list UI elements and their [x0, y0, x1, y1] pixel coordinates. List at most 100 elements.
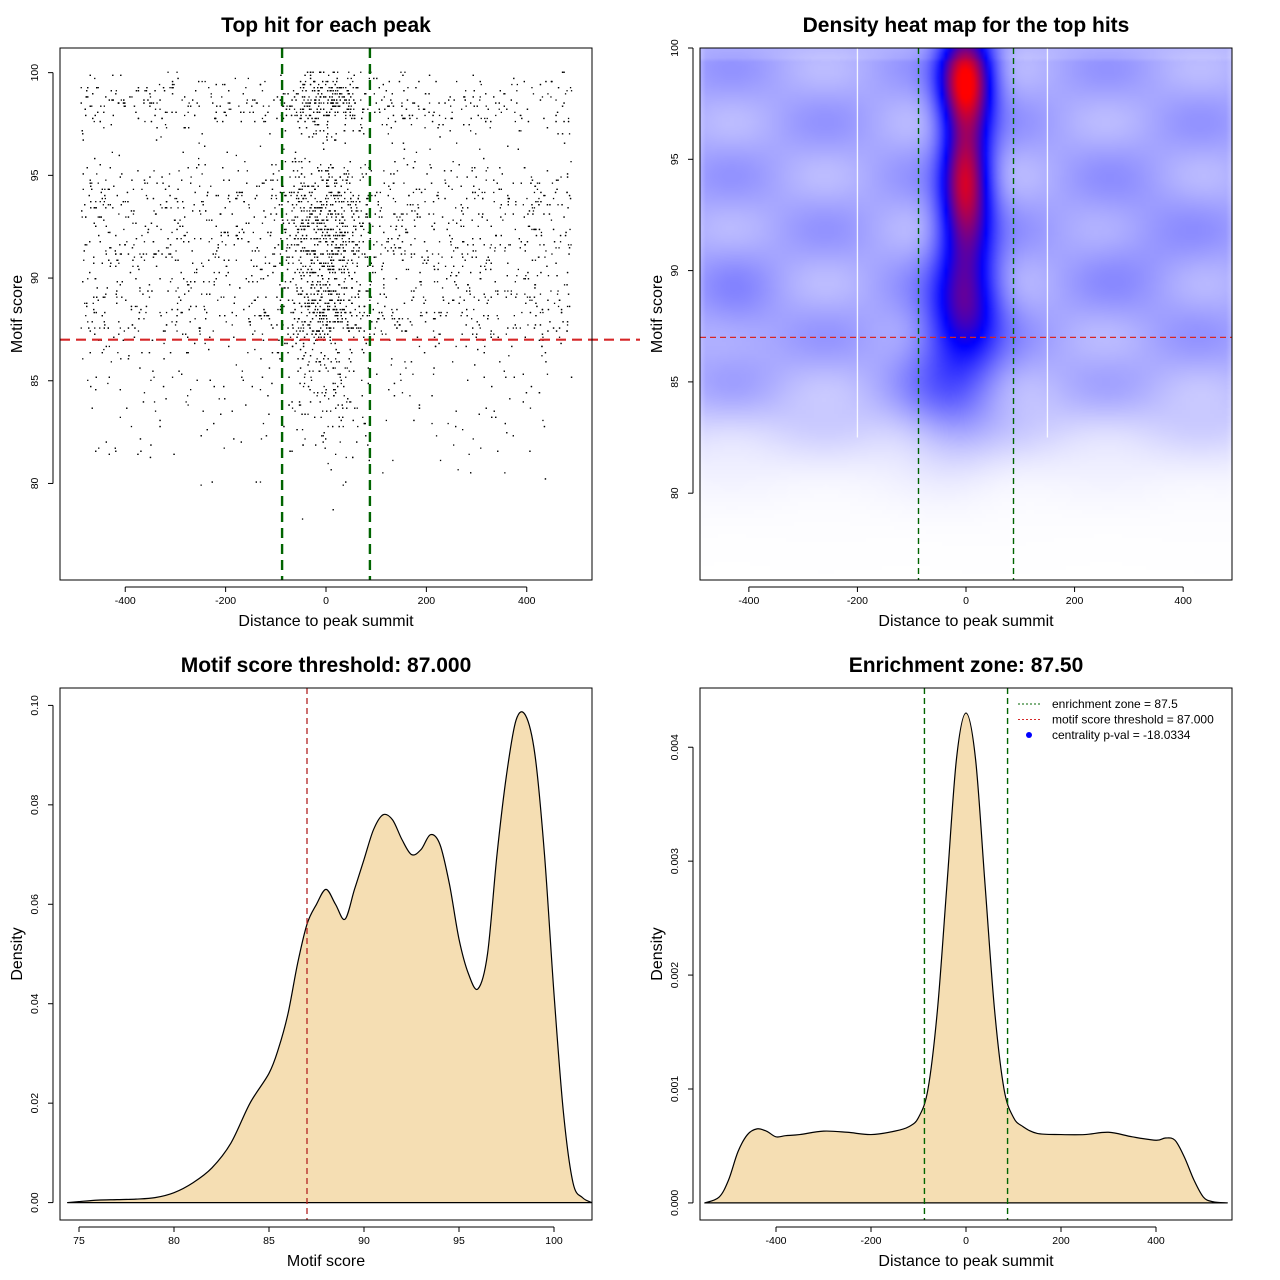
scatter-point [323, 315, 325, 317]
scatter-point [227, 234, 229, 237]
scatter-point [400, 213, 403, 215]
scatter-point [557, 204, 559, 206]
scatter-point [417, 204, 419, 206]
scatter-point [433, 311, 436, 314]
scatter-point [452, 299, 454, 301]
scatter-point [500, 216, 502, 218]
scatter-point [358, 327, 360, 329]
scatter-point [311, 250, 314, 252]
scatter-point [341, 222, 343, 224]
scatter-point [514, 281, 516, 283]
scatter-point [318, 290, 320, 292]
scatter-point [368, 222, 370, 224]
scatter-point [540, 231, 543, 234]
scatter-point [143, 179, 146, 181]
scatter-point [390, 225, 392, 227]
scatter-point [320, 71, 322, 73]
scatter-point [284, 231, 287, 234]
scatter-point [103, 348, 105, 351]
scatter-point [327, 281, 329, 283]
scatter-point [299, 293, 302, 295]
scatter-point [455, 345, 457, 348]
scatter-point [176, 71, 178, 73]
scatter-point [208, 87, 210, 89]
scatter-point [203, 305, 205, 308]
scatter-point [417, 207, 420, 209]
scatter-point [316, 311, 318, 314]
scatter-point [335, 213, 337, 215]
scatter-point [424, 93, 427, 95]
scatter-point [342, 216, 344, 218]
scatter-point [332, 308, 334, 311]
scatter-point [346, 407, 348, 409]
scatter-point [149, 96, 152, 98]
scatter-point [151, 290, 153, 292]
scatter-point [284, 93, 286, 95]
scatter-point [238, 231, 240, 234]
scatter-point [291, 105, 293, 107]
scatter-point [380, 330, 382, 332]
scatter-point [472, 96, 474, 98]
scatter-point [563, 71, 565, 73]
scatter-point [241, 228, 243, 231]
scatter-point [113, 185, 115, 187]
scatter-point [148, 352, 151, 354]
scatter-point [336, 182, 338, 184]
scatter-point [290, 114, 293, 117]
scatter-point [418, 345, 421, 348]
scatter-point [363, 228, 365, 231]
scatter-point [220, 296, 222, 298]
scatter-point [466, 290, 468, 292]
scatter-point [476, 321, 478, 323]
scatter-point [341, 216, 343, 218]
scatter-point [529, 407, 532, 409]
scatter-point [95, 450, 97, 452]
scatter-point [352, 419, 354, 422]
scatter-point [314, 308, 316, 311]
scatter-point [146, 87, 148, 89]
scatter-point [156, 182, 158, 184]
scatter-point [153, 401, 156, 403]
scatter-point [322, 321, 324, 323]
scatter-point [353, 253, 355, 255]
scatter-point [306, 185, 309, 187]
scatter-point [279, 253, 282, 255]
scatter-point [365, 290, 367, 292]
scatter-point [297, 120, 299, 123]
scatter-point [180, 299, 182, 301]
scatter-point [226, 265, 228, 267]
scatter-point [335, 219, 337, 221]
scatter-point [130, 308, 133, 311]
scatter-point [306, 250, 309, 252]
scatter-point [331, 191, 333, 194]
scatter-point [325, 241, 327, 243]
scatter-point [348, 271, 350, 274]
scatter-point [557, 87, 560, 89]
scatter-point [166, 111, 168, 113]
scatter-point [329, 339, 331, 341]
scatter-point [286, 219, 289, 221]
scatter-point [269, 234, 272, 237]
scatter-point [360, 225, 362, 227]
scatter-point [334, 179, 336, 181]
scatter-point [229, 201, 231, 203]
scatter-point [348, 102, 350, 104]
scatter-point [319, 315, 321, 317]
scatter-point [340, 87, 342, 89]
scatter-point [108, 453, 110, 455]
scatter-point [374, 213, 376, 215]
scatter-point [568, 194, 571, 197]
scatter-point [237, 238, 239, 240]
scatter-point [227, 231, 229, 234]
scatter-point [324, 308, 326, 311]
scatter-point [187, 352, 189, 354]
scatter-point [335, 139, 337, 141]
scatter-point [303, 376, 306, 378]
scatter-point [335, 348, 337, 351]
scatter-point [373, 93, 375, 95]
scatter-point [103, 201, 105, 203]
scatter-point [344, 278, 346, 280]
scatter-point [479, 148, 481, 150]
scatter-point [101, 352, 103, 354]
